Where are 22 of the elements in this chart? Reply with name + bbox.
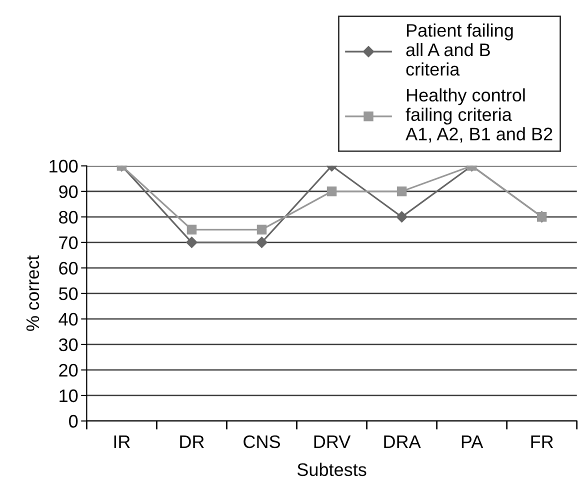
y-tick-label: 0: [69, 414, 78, 428]
x-tick-label: PA: [462, 436, 484, 448]
y-tick-label: 80: [59, 210, 78, 224]
x-tick-label: DRV: [314, 436, 351, 448]
x-tick-label: FR: [531, 436, 554, 448]
y-tick-label: 90: [59, 185, 78, 198]
x-axis-title: Subtests: [297, 462, 366, 476]
y-tick-label: 50: [59, 287, 78, 300]
y-tick-label: 60: [59, 262, 78, 275]
y-tick-label: 40: [58, 312, 78, 326]
x-tick-label: CNS: [244, 435, 280, 448]
x-tick-label: DR: [180, 436, 204, 448]
y-tick-label: 100: [50, 160, 78, 173]
legend-label: Patient failing all A and B criteria: [406, 24, 513, 76]
y-axis-title: % correct: [26, 255, 40, 331]
x-tick-label: IR: [114, 436, 130, 448]
y-tick-label: 20: [59, 364, 78, 377]
y-tick-label: 10: [60, 389, 78, 402]
y-tick-label: 30: [58, 338, 78, 352]
x-tick-label: DRA: [384, 436, 421, 448]
y-tick-label: 70: [59, 236, 78, 250]
legend-label: Healthy control failing criteria A1, A2, B1 and B2: [406, 88, 552, 143]
